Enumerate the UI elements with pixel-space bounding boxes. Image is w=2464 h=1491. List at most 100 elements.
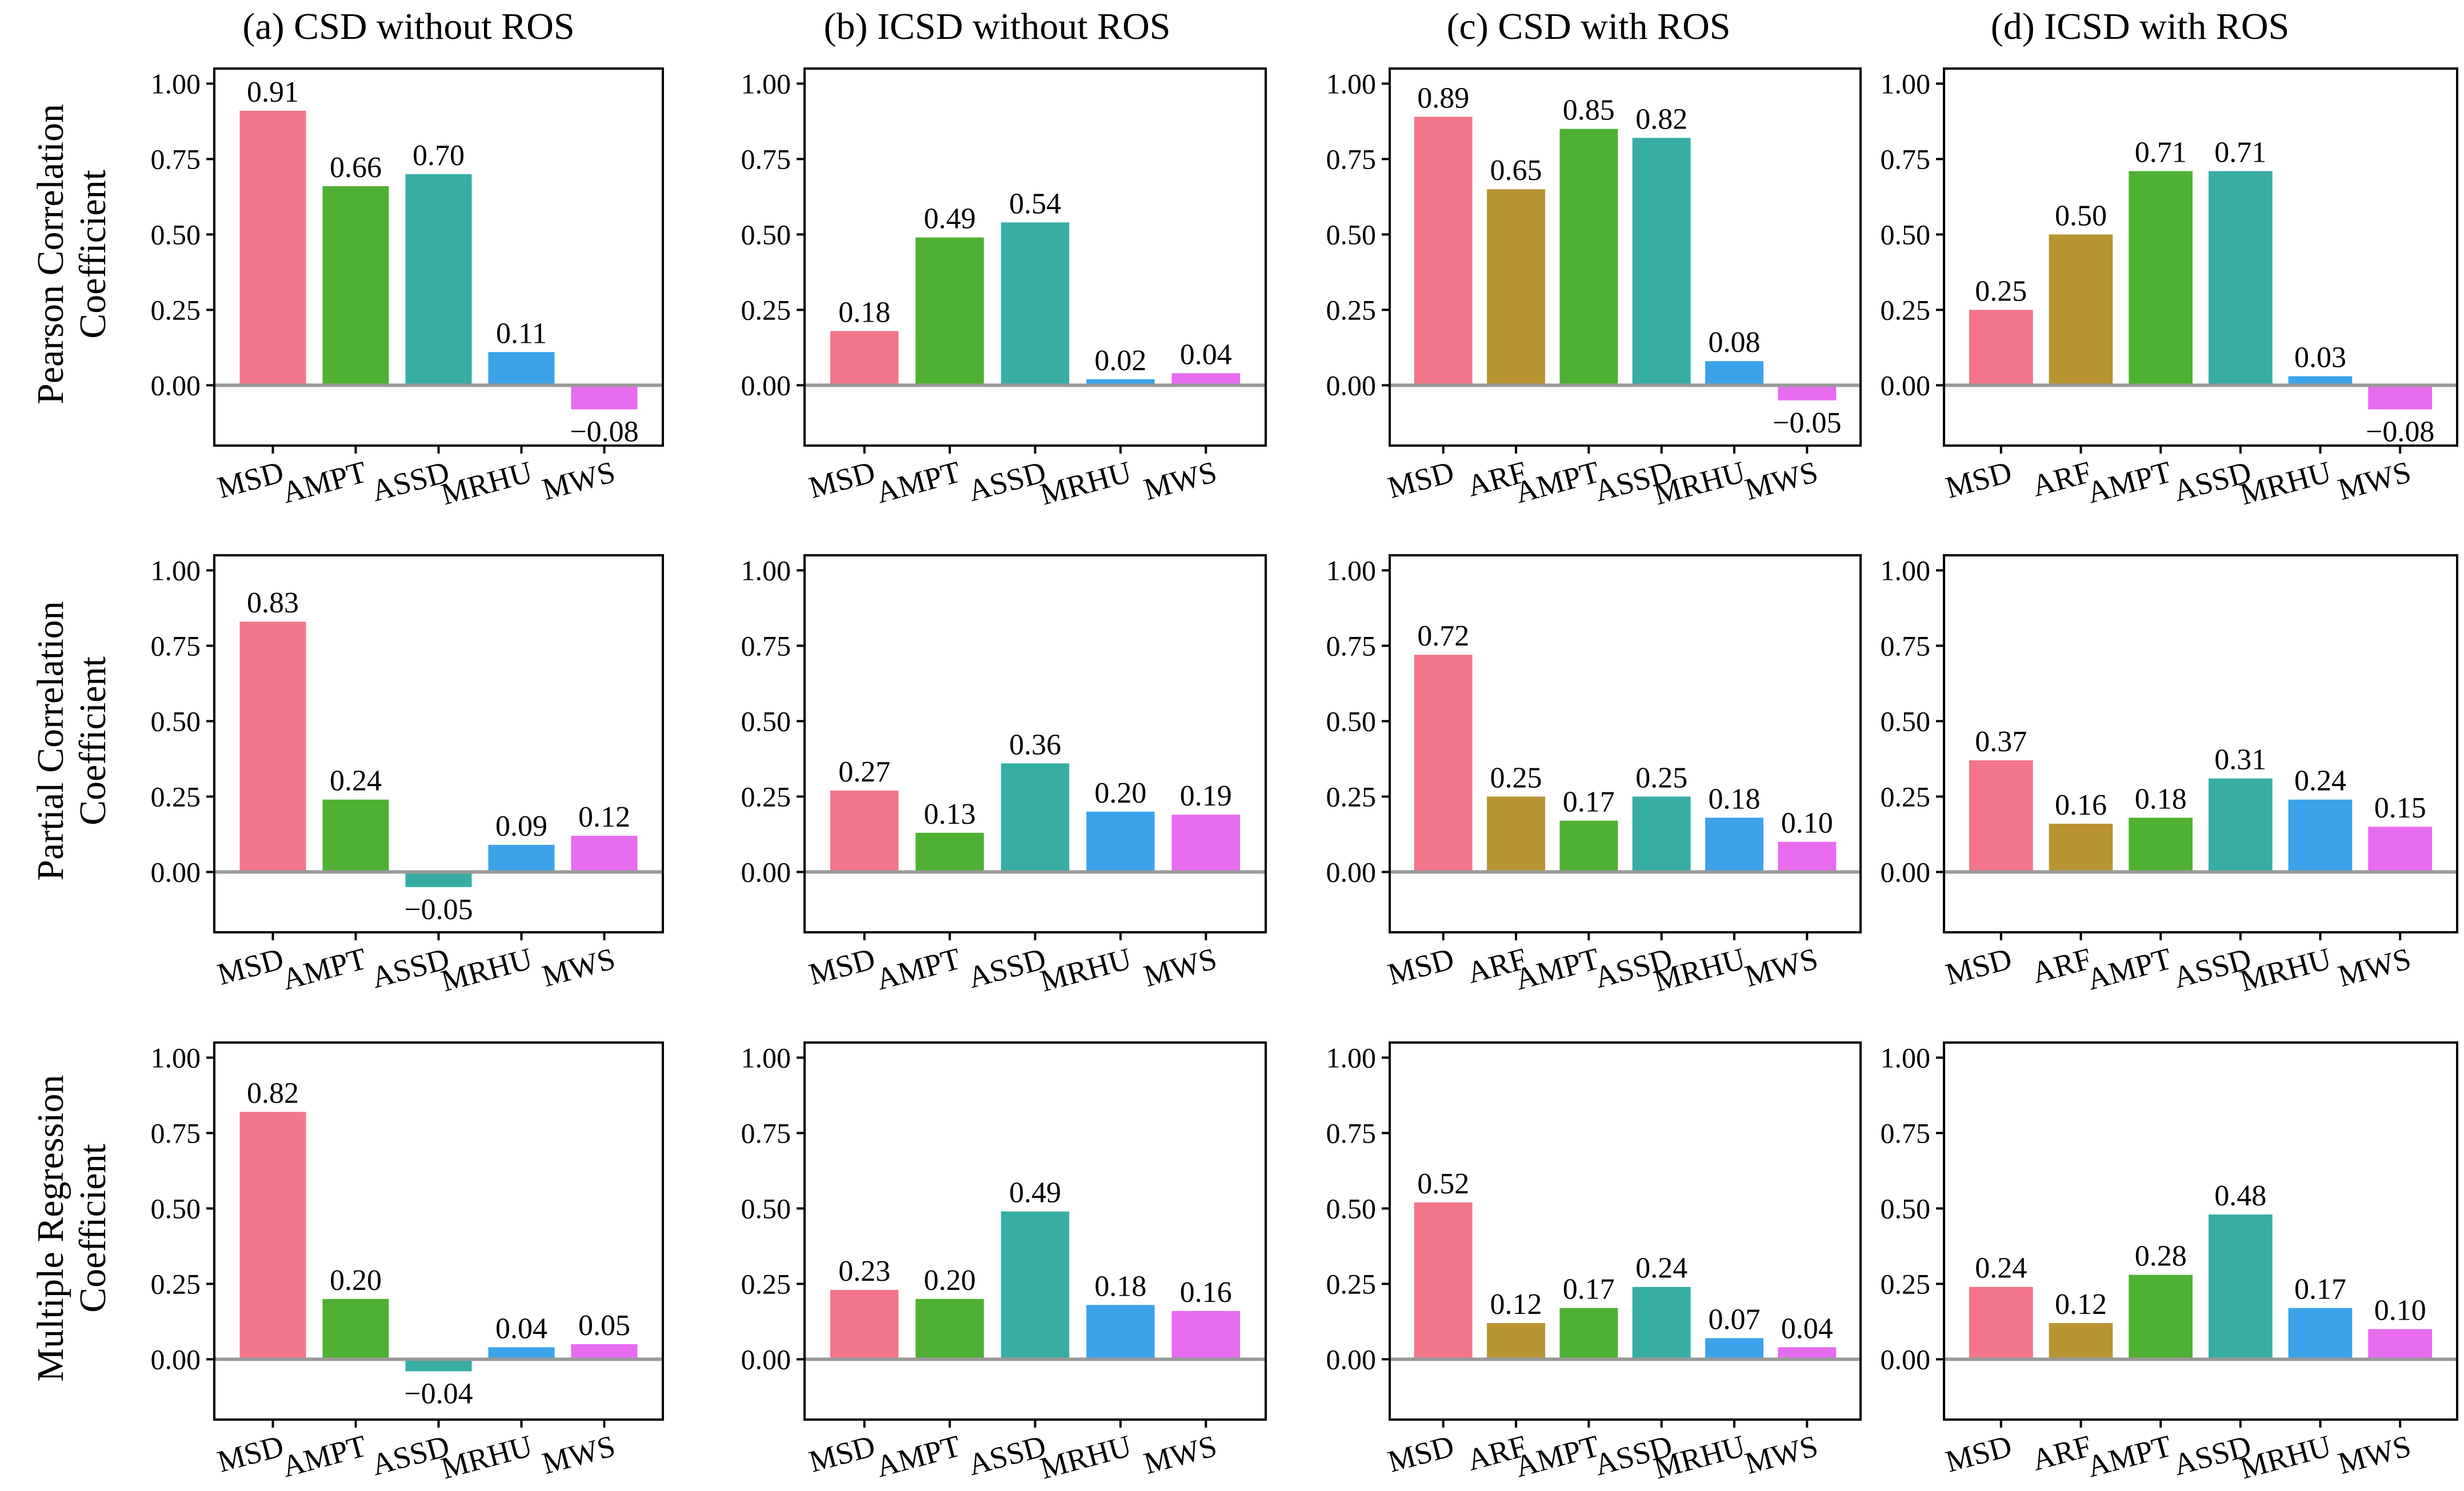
y-tick-label: 0.25: [151, 780, 201, 812]
bar-ampt: [1559, 1308, 1618, 1360]
value-label: 0.37: [1975, 726, 2027, 758]
value-label: 0.09: [495, 810, 547, 843]
value-label: 0.20: [330, 1264, 382, 1297]
bar-mws: [1778, 385, 1837, 400]
y-tick-label: 0.50: [741, 218, 791, 250]
bar-arf: [2049, 234, 2113, 386]
bar-assd: [1632, 1286, 1691, 1360]
y-tick-label: 1.00: [1881, 67, 1931, 99]
bar-assd: [1632, 138, 1691, 386]
value-label: 0.18: [2135, 783, 2187, 815]
value-label: 0.31: [2214, 744, 2266, 776]
y-tick-label: 0.00: [741, 856, 791, 888]
bar-mrhu: [2288, 1308, 2353, 1360]
bar-assd: [405, 1359, 472, 1372]
bar-msd: [239, 110, 306, 386]
bar-assd: [2209, 1215, 2273, 1360]
value-label: 0.10: [2374, 1294, 2426, 1327]
y-tick-label: 0.00: [1326, 369, 1377, 401]
value-label: 0.12: [578, 801, 630, 833]
value-label: 0.83: [247, 587, 299, 619]
value-label: 0.18: [1094, 1270, 1146, 1302]
value-label: 0.25: [1635, 761, 1687, 794]
value-label: 0.18: [1709, 783, 1761, 815]
y-tick-label: 0.25: [1326, 1268, 1377, 1300]
axes-frame: [1943, 67, 2458, 447]
row-label-regression-line2: Coefficient: [72, 1144, 114, 1313]
y-tick-label: 0.50: [1326, 705, 1377, 737]
bar-mrhu: [1086, 379, 1155, 386]
bar-mrhu: [2288, 376, 2353, 386]
panel-b-regression: 0.23 0.20 0.49 0.18 0.16 0.00 0.25 0.50 0.75 1.00…: [741, 1041, 1267, 1486]
bar-arf: [2049, 1323, 2113, 1360]
bar-mws: [1171, 815, 1240, 872]
y-tick-label: 0.25: [1326, 294, 1377, 326]
value-label: 0.27: [838, 756, 890, 788]
y-tick-label: 1.00: [1881, 554, 1931, 586]
value-label: 0.10: [1781, 807, 1833, 840]
value-label: −0.05: [1773, 407, 1841, 439]
y-tick-label: 0.50: [741, 705, 791, 737]
y-tick-label: 1.00: [741, 554, 791, 586]
value-label: 0.08: [1709, 326, 1761, 359]
value-label: 0.16: [1180, 1276, 1232, 1309]
value-label: 0.19: [1180, 780, 1232, 812]
bar-mrhu: [488, 1347, 555, 1360]
bar-mrhu: [2288, 799, 2353, 872]
y-tick-label: 0.75: [1881, 630, 1931, 662]
bar-mrhu: [1705, 817, 1763, 872]
bar-assd: [2209, 171, 2273, 386]
value-label: 0.15: [2374, 792, 2426, 824]
bar-msd: [1969, 310, 2033, 386]
value-label: 0.23: [838, 1255, 890, 1288]
value-label: 0.24: [1975, 1252, 2027, 1285]
value-label: 0.12: [1490, 1288, 1542, 1321]
value-label: 0.05: [578, 1309, 630, 1342]
value-label: 0.71: [2214, 137, 2266, 169]
y-tick-label: 0.25: [741, 780, 791, 812]
bar-mws: [571, 1344, 638, 1360]
bar-assd: [1001, 1211, 1070, 1360]
value-label: 0.49: [1009, 1177, 1061, 1209]
value-label: 0.36: [1009, 728, 1061, 761]
value-label: 0.13: [924, 798, 976, 831]
axes-frame: [1389, 67, 1862, 447]
bar-assd: [1632, 796, 1691, 872]
y-tick-label: 1.00: [151, 554, 201, 586]
value-label: 0.82: [247, 1077, 299, 1109]
bar-mws: [2368, 1329, 2432, 1360]
bar-msd: [1414, 117, 1473, 386]
y-tick-label: 0.50: [1881, 1192, 1931, 1224]
value-label: −0.08: [570, 416, 638, 448]
y-tick-label: 1.00: [151, 67, 201, 99]
row-label-partial: Partial Correlation Coefficient: [30, 601, 114, 880]
value-label: 0.54: [1009, 187, 1061, 220]
value-label: 0.24: [1635, 1252, 1687, 1285]
bar-mws: [1778, 1347, 1837, 1360]
value-label: −0.05: [404, 893, 473, 926]
y-tick-label: 0.25: [151, 294, 201, 326]
bar-assd: [405, 174, 472, 386]
y-tick-label: 0.25: [741, 294, 791, 326]
bar-ampt: [322, 186, 389, 386]
bar-msd: [830, 790, 899, 872]
bar-ampt: [2129, 171, 2193, 386]
bar-msd: [830, 1290, 899, 1360]
y-tick-label: 1.00: [151, 1041, 201, 1073]
bar-ampt: [915, 1298, 984, 1360]
value-label: 0.04: [1180, 338, 1232, 371]
row-label-partial-line1: Partial Correlation: [30, 601, 71, 880]
value-label: −0.08: [2366, 416, 2434, 448]
axes-frame: [1389, 554, 1862, 933]
value-label: 0.02: [1094, 344, 1146, 377]
y-tick-label: 0.50: [741, 1192, 791, 1224]
y-tick-label: 0.00: [1326, 856, 1377, 888]
y-tick-label: 0.25: [1881, 780, 1931, 812]
bar-msd: [830, 331, 899, 386]
bar-mws: [1778, 841, 1837, 872]
y-tick-label: 0.50: [1881, 218, 1931, 250]
y-tick-label: 1.00: [1326, 554, 1377, 586]
value-label: 0.91: [247, 76, 299, 109]
bar-msd: [239, 622, 306, 872]
